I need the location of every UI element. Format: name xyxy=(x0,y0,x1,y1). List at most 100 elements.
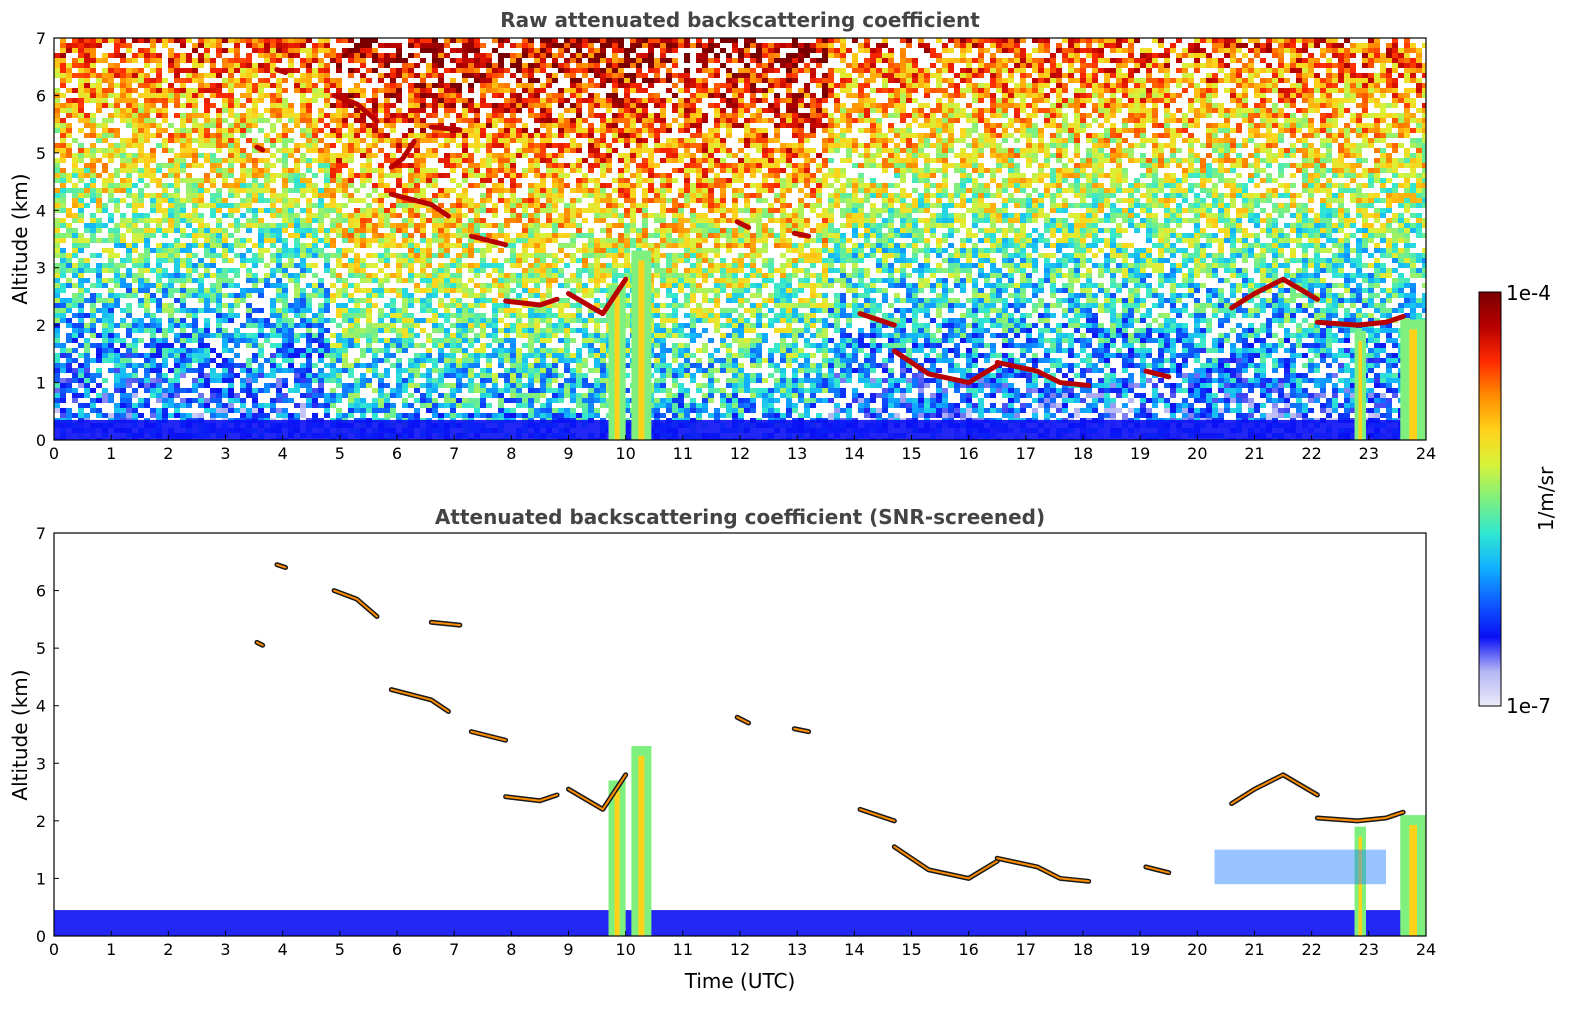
cloud-layer xyxy=(388,138,417,170)
x-tick-label: 9 xyxy=(563,444,573,463)
cloud-layer-core xyxy=(996,857,1090,883)
x-tick-label: 16 xyxy=(958,444,978,463)
panel1-y-axis: 0 1 2 3 4 5 6 7 xyxy=(36,29,59,450)
x-tick-label: 6 xyxy=(392,940,402,959)
x-tick-label: 9 xyxy=(563,940,573,959)
cloud-layer xyxy=(468,233,509,248)
x-tick-label: 5 xyxy=(335,940,345,959)
y-tick-label: 7 xyxy=(36,524,46,543)
cloud-layer xyxy=(503,296,560,308)
cloud-layer xyxy=(388,191,451,219)
x-tick-label: 8 xyxy=(506,940,516,959)
x-tick-label: 20 xyxy=(1187,444,1207,463)
x-tick-label: 21 xyxy=(1244,444,1264,463)
cloud-layer xyxy=(331,588,380,619)
x-tick-label: 8 xyxy=(506,444,516,463)
x-tick-label: 5 xyxy=(335,444,345,463)
cloud-layer xyxy=(566,276,629,317)
x-tick-label: 12 xyxy=(730,940,750,959)
y-tick-label: 3 xyxy=(36,259,46,278)
y-tick-label: 7 xyxy=(36,29,46,48)
x-tick-label: 3 xyxy=(220,444,230,463)
x-tick-label: 23 xyxy=(1359,444,1379,463)
cloud-layer-core xyxy=(390,688,450,713)
cloud-layer-core xyxy=(430,621,461,627)
aerosol-layer xyxy=(1214,849,1386,885)
panel1-y-label: Altitude (km) xyxy=(8,173,32,304)
precip-core xyxy=(638,756,645,936)
y-tick-label: 6 xyxy=(36,582,46,601)
panel2-y-label: Altitude (km) xyxy=(8,669,32,800)
x-tick-label: 18 xyxy=(1073,444,1093,463)
precip-core xyxy=(1409,329,1417,440)
x-tick-label: 4 xyxy=(278,444,288,463)
cloud-layer xyxy=(791,230,812,239)
x-tick-label: 17 xyxy=(1016,444,1036,463)
cloud-layer xyxy=(734,219,752,231)
x-tick-label: 1 xyxy=(106,444,116,463)
x-tick-label: 13 xyxy=(787,940,807,959)
panel-raw: Raw attenuated backscattering coefficien… xyxy=(8,8,1436,463)
x-tick-label: 22 xyxy=(1301,444,1321,463)
colorbar-max-label: 1e-4 xyxy=(1506,281,1551,305)
x-tick-label: 3 xyxy=(220,940,230,959)
colorbar-gradient xyxy=(1478,291,1502,707)
cloud-layer-core xyxy=(1230,773,1319,805)
x-tick-label: 7 xyxy=(449,444,459,463)
x-tick-label: 14 xyxy=(844,444,864,463)
x-tick-label: 15 xyxy=(901,444,921,463)
cloud-layer xyxy=(274,67,289,75)
x-tick-label: 19 xyxy=(1130,940,1150,959)
panel2-heatmap xyxy=(54,562,1426,936)
x-tick-label: 12 xyxy=(730,444,750,463)
precip-core xyxy=(614,294,620,440)
y-tick-label: 6 xyxy=(36,86,46,105)
x-tick-label: 24 xyxy=(1416,940,1436,959)
x-tick-label: 2 xyxy=(163,444,173,463)
cloud-layer xyxy=(1143,368,1172,380)
cloud-layer xyxy=(254,144,266,153)
x-tick-label: 4 xyxy=(278,940,288,959)
panel1-title: Raw attenuated backscattering coefficien… xyxy=(500,8,980,32)
cloud-layer xyxy=(857,311,897,328)
cloud-layer-core xyxy=(567,773,627,811)
x-tick-label: 19 xyxy=(1130,444,1150,463)
cloud-layer xyxy=(891,348,1000,386)
cloud-layer xyxy=(1314,314,1406,328)
cloud-layer-core xyxy=(893,845,999,880)
x-tick-label: 15 xyxy=(901,940,921,959)
x-tick-label: 23 xyxy=(1359,940,1379,959)
precip-core xyxy=(1358,340,1362,440)
noise-field xyxy=(54,38,1426,440)
cloud-layer-core xyxy=(859,808,896,822)
y-tick-label: 1 xyxy=(36,869,46,888)
cloud-layer-core xyxy=(736,716,750,724)
panel2-y-axis: 0 1 2 3 4 5 6 7 xyxy=(36,524,59,946)
cloud-layer xyxy=(1229,276,1320,311)
cloud-layer xyxy=(994,359,1092,388)
x-tick-label: 11 xyxy=(673,940,693,959)
panel1-x-axis: 0 1 2 3 4 5 6 7 8 9 10 11 12 13 14 15 16 17 18 19 20 21 22 23 24 xyxy=(49,435,1436,463)
x-tick-label: 0 xyxy=(49,444,59,463)
cloud-layer-core xyxy=(275,563,287,569)
x-tick-label: 21 xyxy=(1244,940,1264,959)
y-tick-label: 0 xyxy=(36,431,46,450)
cloud-layer-core xyxy=(470,730,507,742)
y-tick-label: 2 xyxy=(36,316,46,335)
panel1-heatmap xyxy=(54,38,1426,440)
y-tick-label: 2 xyxy=(36,812,46,831)
y-tick-label: 0 xyxy=(36,927,46,946)
precip-core xyxy=(1358,836,1362,936)
x-tick-label: 13 xyxy=(787,444,807,463)
y-tick-label: 5 xyxy=(36,639,46,658)
colorbar: 1e-4 1e-7 1/m/sr xyxy=(1478,281,1558,718)
cloud-layer-core xyxy=(255,641,264,647)
x-tick-label: 16 xyxy=(958,940,978,959)
x-tick-label: 0 xyxy=(49,940,59,959)
x-tick-label: 11 xyxy=(673,444,693,463)
panel2-x-axis: 0 1 2 3 4 5 6 7 8 9 10 11 12 13 14 15 16 17 18 19 20 21 22 23 24 xyxy=(49,931,1436,959)
cloud-layer xyxy=(331,92,380,124)
x-tick-label: 20 xyxy=(1187,940,1207,959)
cloud-layer-core xyxy=(504,793,559,802)
